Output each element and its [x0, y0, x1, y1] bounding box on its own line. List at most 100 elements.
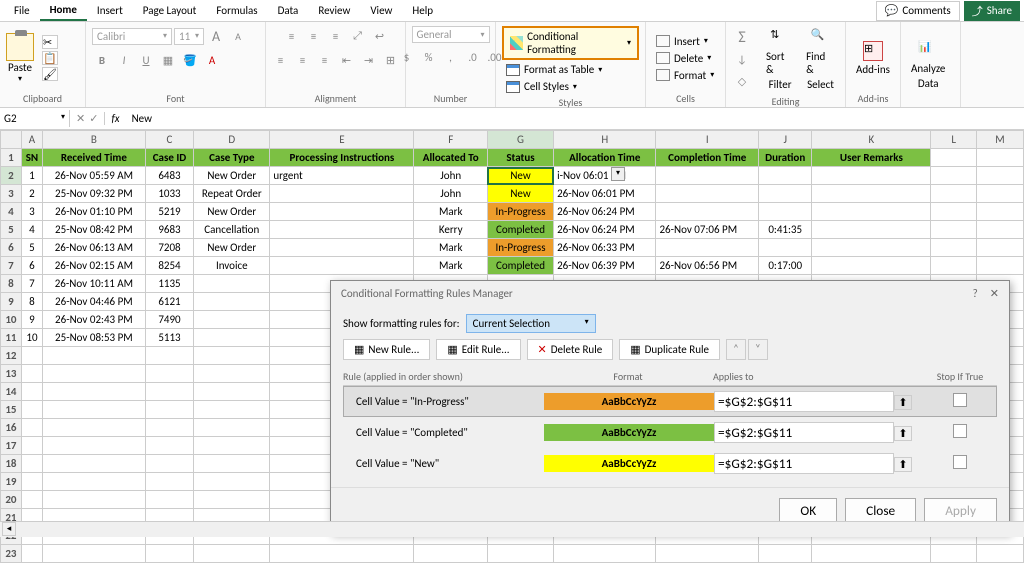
cell[interactable]: [656, 545, 759, 563]
header-cell[interactable]: Case ID: [145, 149, 194, 167]
align-left-button[interactable]: ≡: [271, 50, 291, 70]
cell[interactable]: [931, 167, 977, 185]
cell[interactable]: [812, 167, 931, 185]
cell[interactable]: [759, 545, 812, 563]
cell[interactable]: [145, 473, 194, 491]
cell[interactable]: 26-Nov 06:33 PM: [554, 239, 656, 257]
header-cell[interactable]: Completion Time: [656, 149, 759, 167]
cell[interactable]: 5: [21, 239, 42, 257]
show-for-combo[interactable]: Current Selection▾: [466, 314, 596, 333]
delete-rule-button[interactable]: ✕Delete Rule: [527, 339, 614, 360]
paste-button[interactable]: Paste ▾: [6, 33, 34, 84]
col-head-C[interactable]: C: [145, 131, 194, 149]
menu-home[interactable]: Home: [40, 0, 87, 21]
cell[interactable]: Invoice: [194, 257, 270, 275]
scroll-left-button[interactable]: ◂: [2, 522, 16, 536]
cell[interactable]: [43, 545, 146, 563]
cell[interactable]: [21, 347, 42, 365]
cell[interactable]: 5219: [145, 203, 194, 221]
stop-if-true-checkbox[interactable]: [953, 424, 967, 438]
find-select-button[interactable]: 🔍 Find &Select: [802, 26, 839, 93]
currency-button[interactable]: $: [397, 47, 417, 67]
col-head-L[interactable]: L: [931, 131, 977, 149]
cell-dropdown-button[interactable]: ▾: [611, 167, 625, 181]
col-head-F[interactable]: F: [414, 131, 487, 149]
cell[interactable]: 1033: [145, 185, 194, 203]
row-head-20[interactable]: 20: [1, 491, 22, 509]
cell[interactable]: 25-Nov 09:32 PM: [43, 185, 146, 203]
cell[interactable]: [145, 545, 194, 563]
cell[interactable]: [194, 365, 270, 383]
insert-cells-button[interactable]: Insert▾: [652, 34, 718, 49]
edit-rule-button[interactable]: ▦Edit Rule...: [436, 339, 520, 360]
align-bottom-button[interactable]: ≡: [326, 26, 346, 46]
fx-label[interactable]: fx: [105, 112, 125, 125]
row-head-18[interactable]: 18: [1, 455, 22, 473]
italic-button[interactable]: I: [114, 50, 134, 70]
col-head-M[interactable]: M: [976, 131, 1023, 149]
cell[interactable]: 9683: [145, 221, 194, 239]
cell[interactable]: [145, 491, 194, 509]
row-head-3[interactable]: 3: [1, 185, 22, 203]
header-cell[interactable]: Allocated To: [414, 149, 487, 167]
menu-data[interactable]: Data: [268, 1, 309, 20]
cell[interactable]: [759, 167, 812, 185]
cell[interactable]: [487, 545, 553, 563]
cell[interactable]: [976, 167, 1023, 185]
range-picker-button[interactable]: ⬆: [894, 426, 912, 441]
comments-button[interactable]: 💬 Comments: [876, 1, 960, 21]
cell[interactable]: [976, 185, 1023, 203]
cell[interactable]: [931, 149, 977, 167]
row-head-5[interactable]: 5: [1, 221, 22, 239]
orientation-button[interactable]: ⤢: [348, 26, 368, 46]
number-format-combo[interactable]: General▾: [412, 26, 490, 43]
cell[interactable]: [759, 203, 812, 221]
cell[interactable]: [145, 455, 194, 473]
header-cell[interactable]: Status: [487, 149, 553, 167]
font-name-combo[interactable]: Calibri▾: [92, 28, 172, 45]
cell[interactable]: [554, 545, 656, 563]
menu-review[interactable]: Review: [308, 1, 360, 20]
cell[interactable]: [270, 257, 414, 275]
format-painter-button[interactable]: 🖌: [42, 67, 58, 81]
cell[interactable]: [270, 239, 414, 257]
rule-row[interactable]: Cell Value = "In-Progress"AaBbCcYyZz⬆: [343, 386, 997, 417]
dialog-close-button-footer[interactable]: Close: [845, 498, 916, 523]
move-rule-down-button[interactable]: ˅: [748, 339, 768, 360]
menu-formulas[interactable]: Formulas: [206, 1, 267, 20]
row-head-13[interactable]: 13: [1, 365, 22, 383]
row-head-23[interactable]: 23: [1, 545, 22, 563]
header-cell[interactable]: Processing Instructions: [270, 149, 414, 167]
cell[interactable]: [21, 383, 42, 401]
row-head-7[interactable]: 7: [1, 257, 22, 275]
percent-button[interactable]: %: [419, 47, 439, 67]
fill-color-button[interactable]: 🪣: [180, 50, 200, 70]
cell[interactable]: 5113: [145, 329, 194, 347]
bold-button[interactable]: B: [92, 50, 112, 70]
cell[interactable]: [812, 203, 931, 221]
name-box[interactable]: G2▾: [0, 110, 70, 127]
menu-view[interactable]: View: [360, 1, 402, 20]
menu-help[interactable]: Help: [402, 1, 443, 20]
cell[interactable]: [145, 401, 194, 419]
dialog-close-button[interactable]: ✕: [990, 287, 999, 300]
format-cells-button[interactable]: Format▾: [652, 68, 718, 83]
cancel-formula-button[interactable]: ✕: [76, 112, 85, 125]
cell[interactable]: [43, 419, 146, 437]
cell[interactable]: 26-Nov 05:59 AM: [43, 167, 146, 185]
cell[interactable]: [21, 491, 42, 509]
cell[interactable]: [21, 365, 42, 383]
range-picker-button[interactable]: ⬆: [894, 395, 912, 410]
cell[interactable]: [43, 365, 146, 383]
cell[interactable]: [194, 491, 270, 509]
col-head-A[interactable]: A: [21, 131, 42, 149]
cell[interactable]: [21, 401, 42, 419]
row-head-14[interactable]: 14: [1, 383, 22, 401]
status-cell[interactable]: In-Progress: [487, 203, 553, 221]
menu-file[interactable]: File: [4, 1, 40, 20]
cell[interactable]: 26-Nov 06:39 PM: [554, 257, 656, 275]
rule-range-input[interactable]: [714, 453, 894, 474]
addins-button[interactable]: ⊞ Add-ins: [852, 39, 894, 78]
analyze-data-button[interactable]: 📊 AnalyzeData: [907, 38, 949, 92]
cell[interactable]: [812, 545, 931, 563]
